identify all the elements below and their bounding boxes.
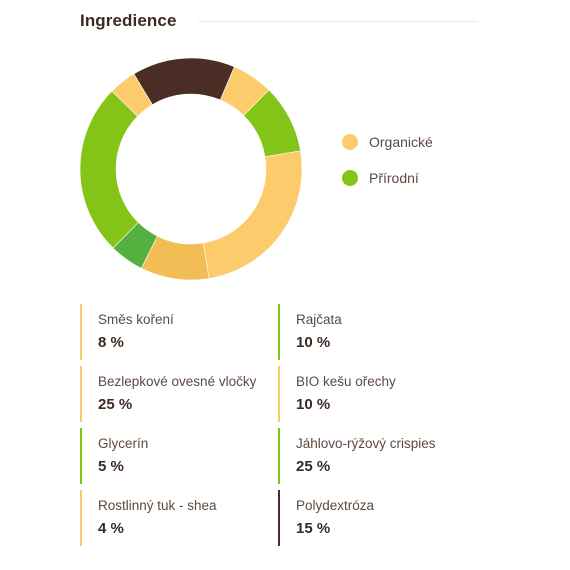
ingredients-row: Směs koření 8 % Rajčata 10 % <box>80 304 480 360</box>
donut-slice-8 <box>111 73 153 117</box>
ingredient-name: Jáhlovo-rýžový crispies <box>296 436 436 451</box>
ingredient-color-bar <box>80 304 82 360</box>
legend-item-natural: Přírodní <box>342 168 433 188</box>
ingredient-item: Rajčata 10 % <box>278 304 476 360</box>
ingredient-item: Jáhlovo-rýžový crispies 25 % <box>278 428 476 484</box>
ingredient-percentage: 25 % <box>98 396 133 413</box>
donut-slice-4 <box>202 150 303 279</box>
ingredient-item: BIO kešu ořechy 10 % <box>278 366 476 422</box>
ingredient-item: Polydextróza 15 % <box>278 490 476 546</box>
legend-item-organic: Organické <box>342 132 433 152</box>
donut-slice-7 <box>79 90 139 249</box>
ingredient-color-bar <box>278 366 280 422</box>
ingredient-percentage: 10 % <box>296 334 331 351</box>
section-title: Ingredience <box>80 11 177 30</box>
ingredients-row: Rostlinný tuk - shea 4 % Polydextróza 15… <box>80 490 480 546</box>
ingredient-percentage: 8 % <box>98 334 124 351</box>
section-header: Ingredience <box>80 10 480 34</box>
ingredient-name: Rostlinný tuk - shea <box>98 498 217 513</box>
ingredient-name: Směs koření <box>98 312 174 327</box>
donut-slice-1 <box>133 57 235 106</box>
ingredients-donut-chart <box>78 56 304 282</box>
ingredients-row: Bezlepkové ovesné vločky 25 % BIO kešu o… <box>80 366 480 422</box>
ingredient-item: Bezlepkové ovesné vločky 25 % <box>80 366 278 422</box>
legend-label-organic: Organické <box>369 134 433 150</box>
ingredient-name: Bezlepkové ovesné vločky <box>98 374 257 389</box>
ingredient-percentage: 5 % <box>98 458 124 475</box>
ingredient-color-bar <box>80 490 82 546</box>
ingredient-percentage: 4 % <box>98 520 124 537</box>
ingredient-color-bar <box>278 304 280 360</box>
ingredient-item: Glycerín 5 % <box>80 428 278 484</box>
ingredients-row: Glycerín 5 % Jáhlovo-rýžový crispies 25 … <box>80 428 480 484</box>
ingredient-percentage: 15 % <box>296 520 331 537</box>
ingredient-name: Rajčata <box>296 312 342 327</box>
legend-label-natural: Přírodní <box>369 170 419 186</box>
ingredients-list: Směs koření 8 % Rajčata 10 % Bezlepkové … <box>80 304 480 552</box>
ingredient-color-bar <box>80 366 82 422</box>
header-divider <box>198 21 478 22</box>
ingredient-item: Směs koření 8 % <box>80 304 278 360</box>
ingredient-name: BIO kešu ořechy <box>296 374 396 389</box>
ingredient-item: Rostlinný tuk - shea 4 % <box>80 490 278 546</box>
legend-dot-natural <box>342 170 358 186</box>
ingredient-color-bar <box>80 428 82 484</box>
chart-legend: Organické Přírodní <box>342 132 433 204</box>
ingredient-name: Polydextróza <box>296 498 375 513</box>
ingredient-color-bar <box>278 428 280 484</box>
donut-svg <box>79 57 303 281</box>
ingredient-color-bar <box>278 490 280 546</box>
legend-dot-organic <box>342 134 358 150</box>
ingredient-name: Glycerín <box>98 436 149 451</box>
ingredient-percentage: 10 % <box>296 396 331 413</box>
ingredient-percentage: 25 % <box>296 458 331 475</box>
